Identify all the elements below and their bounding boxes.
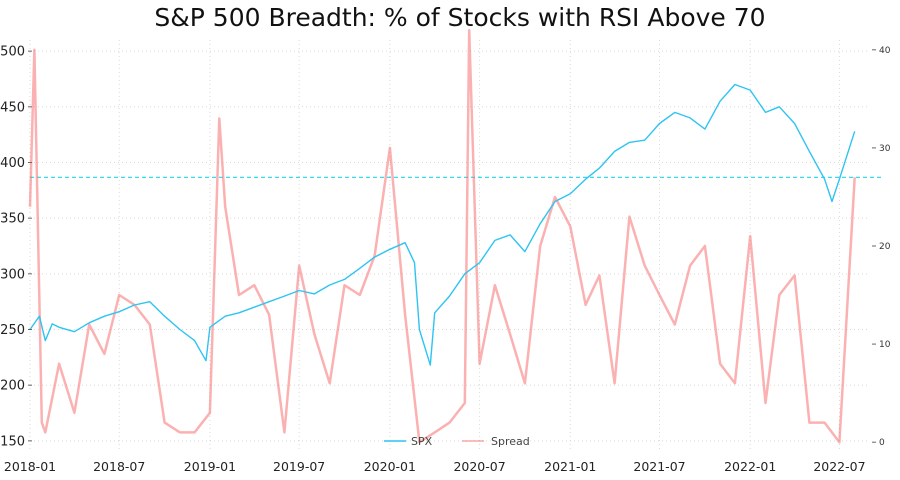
y-right-tick-label: 40 — [879, 46, 891, 56]
grid — [29, 40, 870, 452]
legend-label-spx: SPX — [411, 435, 433, 448]
y-right-tick-label: 10 — [879, 340, 891, 350]
y-right-tick-label: 20 — [879, 242, 891, 252]
chart-title: S&P 500 Breadth: % of Stocks with RSI Ab… — [154, 3, 765, 32]
series-line-spx — [29, 83, 856, 366]
x-tick-label: 2022-07 — [813, 459, 865, 474]
y-left-tick-label: 200 — [0, 379, 25, 394]
x-tick-label: 2019-01 — [184, 459, 236, 474]
legend-label-spread: Spread — [491, 435, 530, 448]
x-tick-label: 2020-07 — [453, 459, 505, 474]
y-left-tick-label: 500 — [0, 45, 25, 60]
x-tick-label: 2020-01 — [364, 459, 416, 474]
y-left-tick-label: 450 — [0, 100, 25, 115]
axes-layer: 2018-01 2018-07 2019-01 2019-07 2020-01 2020-… — [0, 45, 891, 474]
x-tick-label: 2022-01 — [724, 459, 776, 474]
y-right-tick-label: 0 — [879, 438, 885, 448]
x-tick-label: 2021-01 — [544, 459, 596, 474]
y-left-tick-label: 350 — [0, 212, 25, 227]
x-tick-label: 2019-07 — [273, 459, 325, 474]
legend: SPX Spread — [384, 435, 530, 448]
series-line-spread — [28, 28, 856, 444]
x-tick-label: 2018-01 — [4, 459, 56, 474]
x-tick-label: 2018-07 — [93, 459, 145, 474]
y-left-tick-label: 400 — [0, 156, 25, 171]
y-left-tick-label: 300 — [0, 267, 25, 282]
series-layer — [28, 28, 884, 444]
y-right-tick-label: 30 — [879, 144, 891, 154]
y-left-tick-label: 250 — [0, 323, 25, 338]
x-tick-label: 2021-07 — [633, 459, 685, 474]
y-left-tick-label: 150 — [0, 434, 25, 449]
